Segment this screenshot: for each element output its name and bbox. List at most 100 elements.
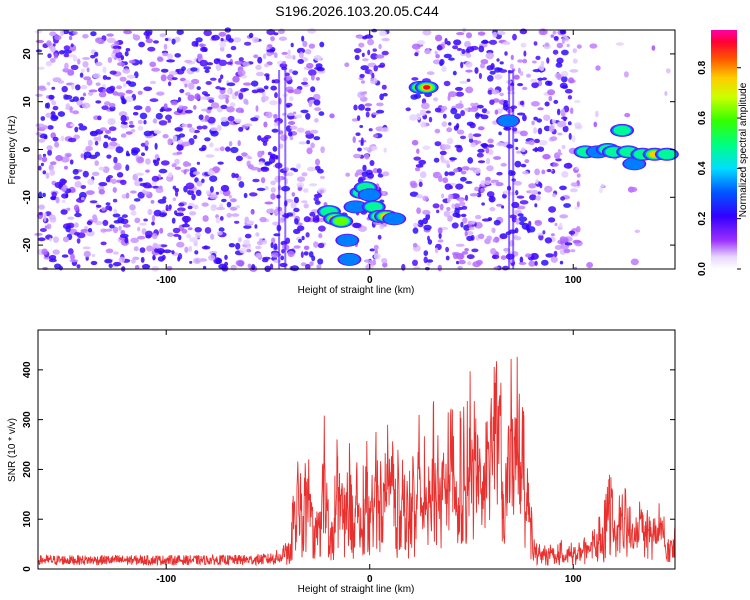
noise-blob xyxy=(215,191,219,195)
noise-blob xyxy=(73,204,80,212)
noise-blob xyxy=(217,231,223,236)
noise-blob xyxy=(560,196,566,201)
noise-blob xyxy=(454,144,462,148)
ridge-point xyxy=(423,85,431,90)
noise-blob xyxy=(271,187,276,193)
noise-blob xyxy=(501,205,505,209)
noise-blob xyxy=(556,108,561,116)
noise-blob xyxy=(133,105,143,110)
noise-blob xyxy=(476,152,484,158)
noise-blob xyxy=(535,195,541,201)
noise-blob xyxy=(78,123,84,127)
noise-blob xyxy=(256,187,266,191)
noise-blob xyxy=(434,50,438,55)
noise-blob xyxy=(373,253,381,260)
noise-blob xyxy=(559,222,563,229)
noise-blob xyxy=(468,137,474,143)
noise-blob xyxy=(158,185,163,190)
noise-blob xyxy=(132,33,136,39)
noise-blob xyxy=(291,192,296,197)
noise-blob xyxy=(570,107,574,115)
noise-blob xyxy=(550,256,558,263)
noise-blob xyxy=(377,234,382,240)
noise-blob xyxy=(257,56,263,64)
noise-blob xyxy=(319,189,324,194)
noise-blob xyxy=(146,184,153,189)
noise-blob xyxy=(74,181,82,188)
noise-blob xyxy=(537,107,544,111)
noise-blob xyxy=(260,95,270,102)
noise-blob xyxy=(288,131,293,137)
noise-blob xyxy=(98,91,107,98)
noise-blob xyxy=(234,173,240,178)
noise-blob xyxy=(98,189,106,195)
noise-blob xyxy=(104,101,111,106)
noise-blob xyxy=(201,245,211,250)
noise-blob xyxy=(354,54,360,61)
noise-blob xyxy=(174,36,181,43)
noise-blob xyxy=(82,170,89,178)
noise-blob xyxy=(554,222,558,227)
noise-blob xyxy=(472,261,481,268)
noise-blob xyxy=(109,70,117,75)
ridge-point xyxy=(337,234,358,246)
noise-blob xyxy=(171,38,176,45)
noise-blob xyxy=(234,60,243,65)
noise-blob xyxy=(496,58,500,62)
noise-blob xyxy=(458,259,466,265)
noise-blob xyxy=(108,103,116,108)
noise-blob xyxy=(238,126,244,132)
noise-blob xyxy=(154,248,159,253)
noise-blob xyxy=(530,78,537,83)
noise-blob xyxy=(45,172,50,179)
noise-blob xyxy=(476,192,482,198)
ridge-point xyxy=(359,189,381,201)
noise-blob xyxy=(40,116,46,121)
noise-blob xyxy=(280,134,288,142)
noise-blob xyxy=(448,193,454,200)
noise-blob xyxy=(370,77,378,85)
noise-blob xyxy=(218,78,222,83)
noise-blob xyxy=(401,263,406,271)
noise-blob xyxy=(533,127,538,134)
noise-blob xyxy=(217,161,224,165)
noise-blob xyxy=(534,138,540,144)
noise-blob xyxy=(371,28,378,33)
noise-blob xyxy=(303,251,309,256)
noise-blob xyxy=(459,201,466,207)
noise-blob xyxy=(373,244,379,250)
noise-blob xyxy=(296,47,306,54)
noise-blob xyxy=(344,62,350,67)
noise-blob xyxy=(363,147,370,151)
noise-blob xyxy=(229,206,238,211)
noise-blob xyxy=(537,77,544,81)
noise-blob xyxy=(517,213,524,217)
noise-blob xyxy=(174,53,181,58)
noise-blob xyxy=(173,233,180,237)
noise-blob xyxy=(63,49,72,54)
noise-blob xyxy=(562,125,569,133)
noise-blob xyxy=(537,146,545,152)
noise-blob xyxy=(418,159,427,165)
noise-blob xyxy=(552,30,557,35)
noise-blob xyxy=(545,253,554,258)
noise-blob xyxy=(50,196,57,201)
noise-blob xyxy=(269,100,278,106)
noise-blob xyxy=(63,53,70,58)
noise-blob xyxy=(415,164,424,168)
noise-blob xyxy=(42,153,47,157)
noise-blob xyxy=(458,198,464,203)
noise-blob xyxy=(193,204,199,210)
noise-blob xyxy=(198,114,204,120)
noise-blob xyxy=(443,53,452,59)
noise-blob xyxy=(154,142,158,150)
noise-blob xyxy=(285,237,291,244)
noise-blob xyxy=(263,85,269,90)
noise-blob xyxy=(167,53,173,60)
noise-blob xyxy=(203,66,212,70)
noise-blob xyxy=(185,182,195,190)
noise-blob xyxy=(538,233,544,241)
noise-blob xyxy=(518,216,528,222)
noise-blob xyxy=(513,74,520,80)
